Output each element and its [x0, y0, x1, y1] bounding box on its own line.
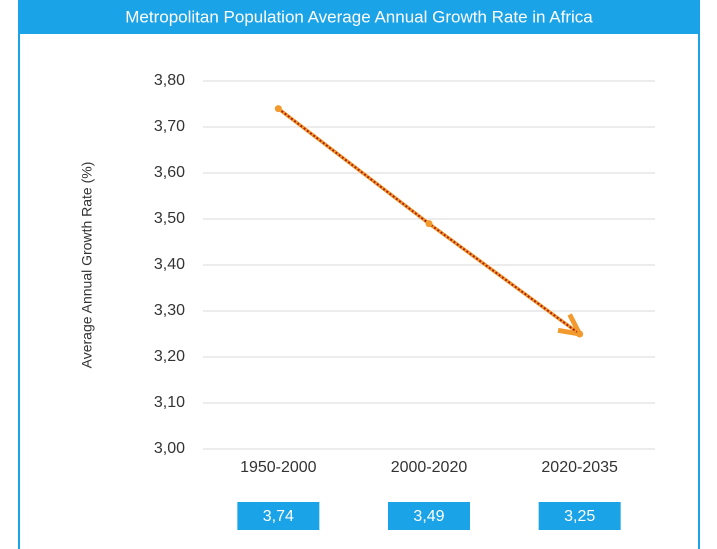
x-tick-label: 2020-2035 [541, 459, 618, 476]
y-tick-label: 3,20 [154, 348, 185, 365]
value-label: 3,25 [564, 508, 595, 525]
x-tick-label: 2000-2020 [391, 459, 468, 476]
value-label: 3,74 [263, 508, 294, 525]
value-label-box [237, 502, 320, 530]
point [425, 220, 433, 228]
y-tick-label: 3,10 [154, 394, 185, 411]
title-bar [18, 0, 700, 34]
y-tick-label: 3,00 [154, 440, 185, 457]
point [576, 330, 584, 338]
y-tick-label: 3,50 [154, 210, 185, 227]
chart-title: Metropolitan Population Average Annual G… [125, 7, 593, 26]
x-tick-label: 1950-2000 [240, 459, 317, 476]
y-tick-label: 3,70 [154, 118, 185, 135]
y-axis-label: Average Annual Growth Rate (%) [79, 162, 95, 369]
y-tick-label: 3,30 [154, 302, 185, 319]
value-label-box [388, 502, 470, 530]
value-label: 3,49 [413, 508, 444, 525]
y-tick-label: 3,80 [154, 72, 185, 89]
value-label-box [538, 502, 621, 530]
y-tick-label: 3,60 [154, 164, 185, 181]
y-tick-label: 3,40 [154, 256, 185, 273]
point [274, 105, 282, 113]
